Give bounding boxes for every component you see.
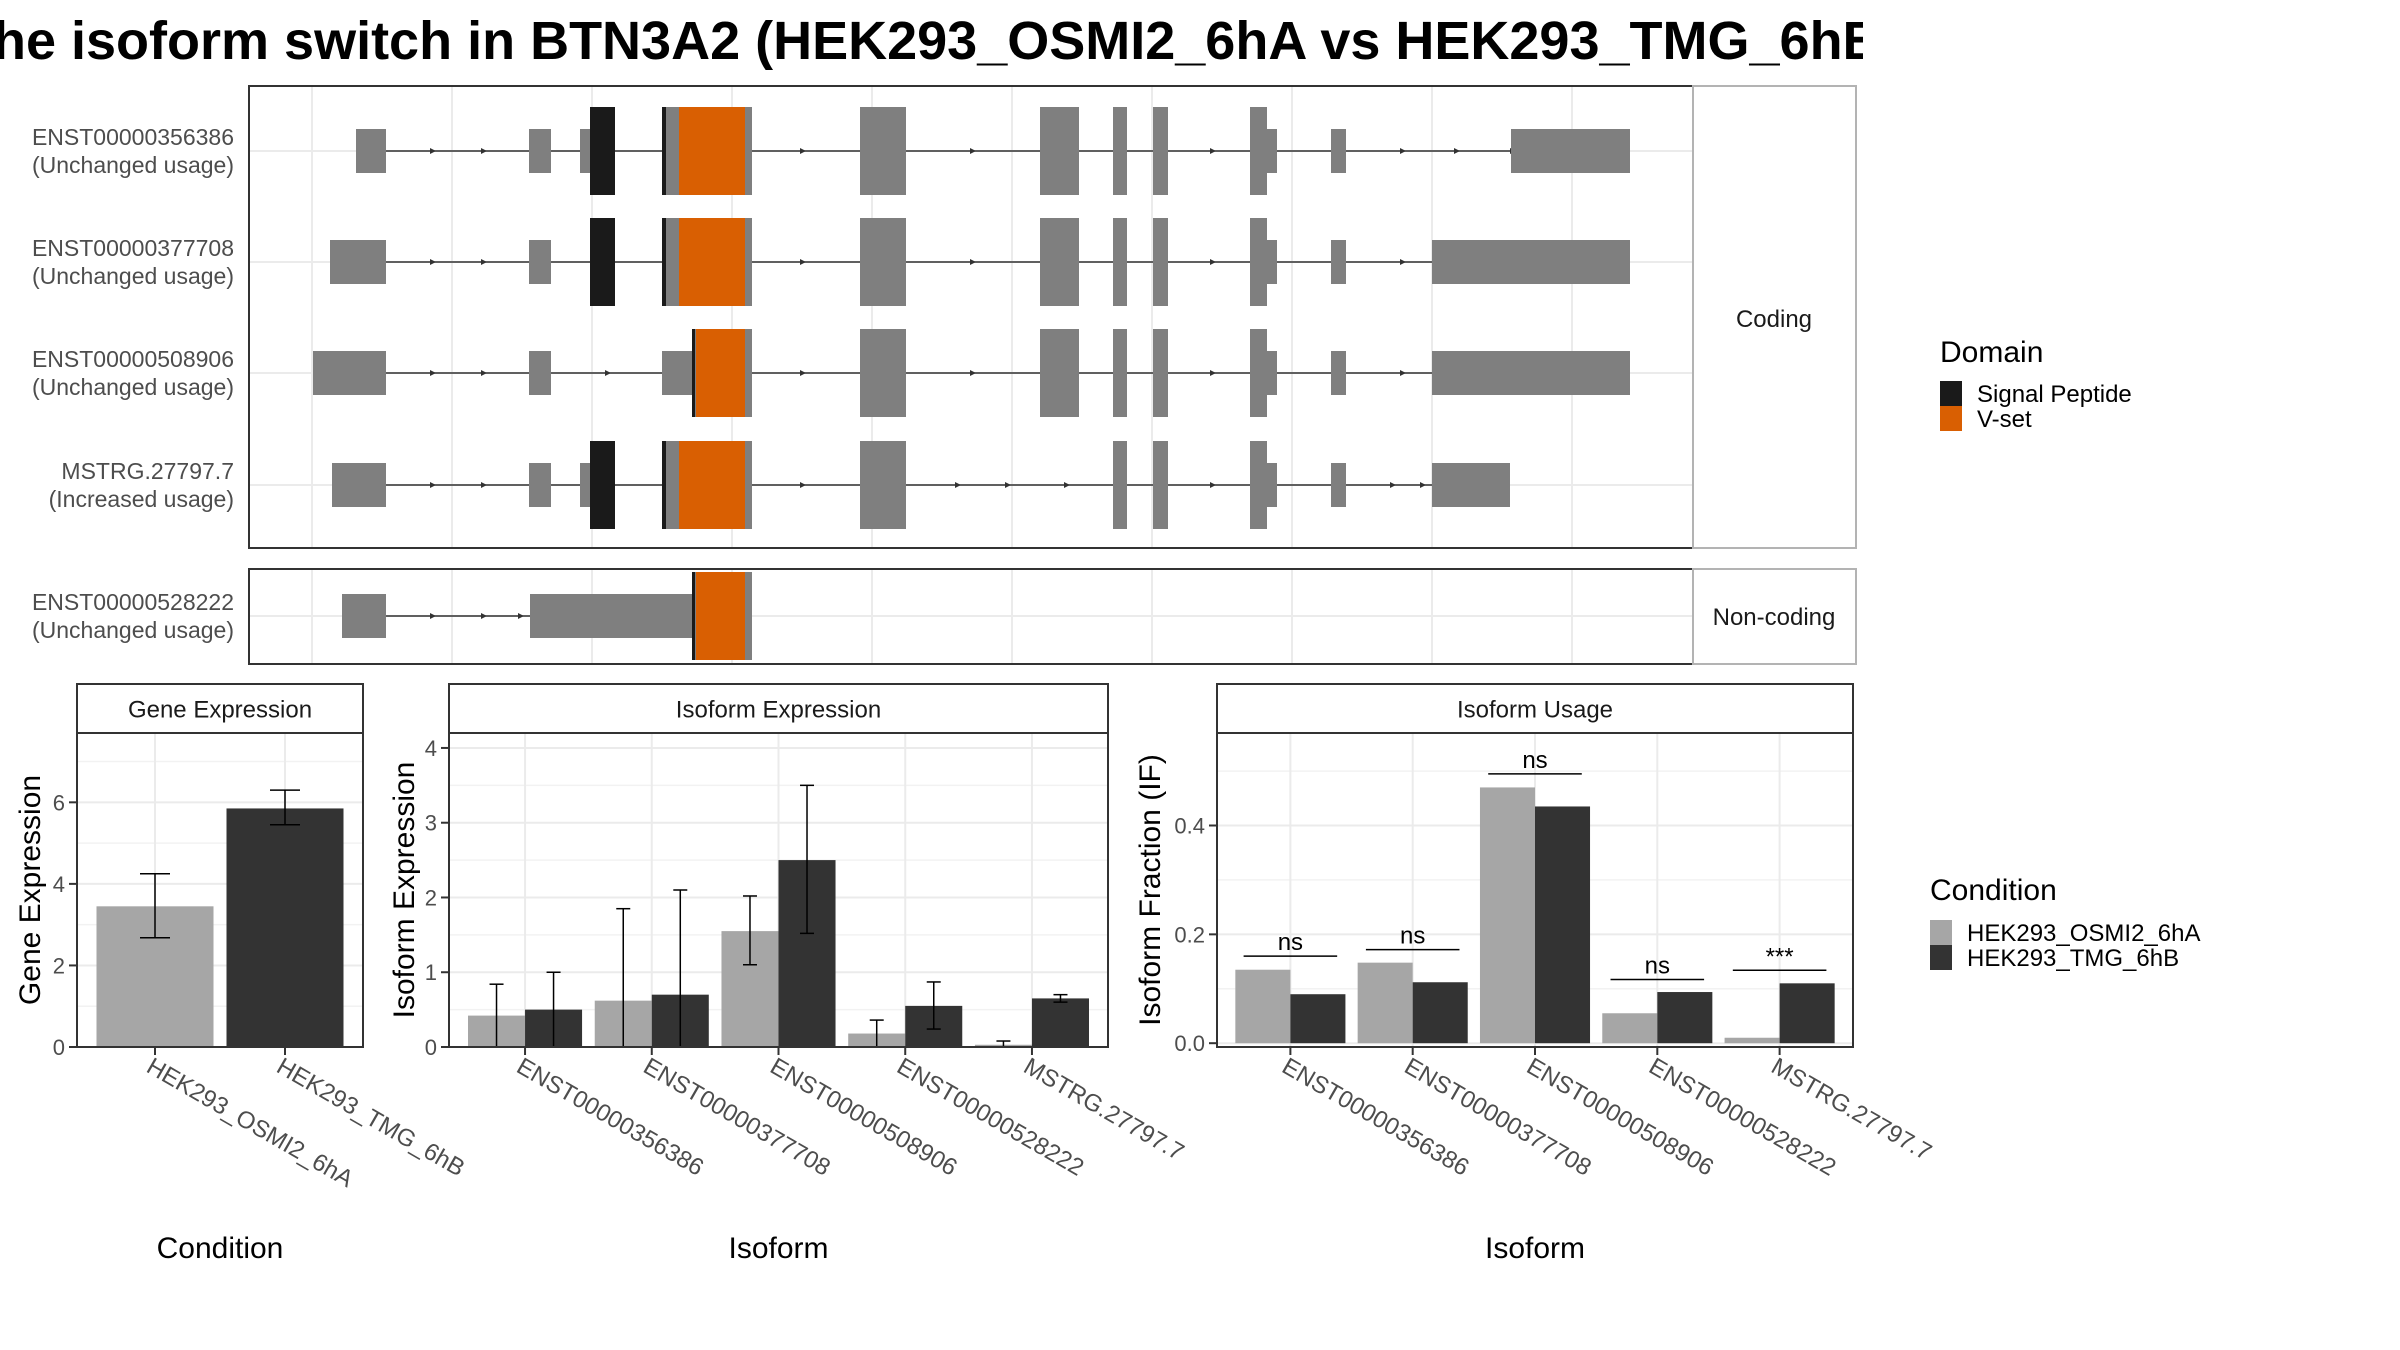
transcript-track-enst00000356386 (356, 107, 1630, 195)
facet-strip-label: Isoform Expression (676, 697, 881, 724)
significance-label: ns (1522, 747, 1547, 774)
transcript-structure: Coding Non-coding ENST00000356386 (Uncha… (32, 85, 1857, 665)
gene-expression-panel: Gene Expression0246HEK293_OSMI2_6hAHEK29… (14, 683, 469, 1265)
vset-domain (696, 572, 745, 660)
facet-strip (76, 683, 364, 734)
transcript-label-id: ENST00000508906 (32, 346, 234, 372)
y-tick-label: 0.2 (1174, 922, 1205, 947)
facet-strip (1216, 683, 1854, 734)
page-title: he isoform switch in BTN3A2 (HEK293_OSMI… (0, 11, 1863, 71)
vset-domain (696, 329, 745, 417)
condition-legend-title: Condition (1930, 874, 2057, 907)
facet-strip-label: Isoform Usage (1457, 697, 1613, 724)
transcript-label-id: ENST00000377708 (32, 235, 234, 261)
transcript-label-id: ENST00000356386 (32, 124, 234, 150)
legend-swatch-cond-b (1930, 945, 1952, 970)
legend-label-cond-b: HEK293_TMG_6hB (1967, 945, 2179, 972)
facet-label-non-coding: Non-coding (1713, 604, 1836, 631)
transcript-labels: ENST00000356386 (Unchanged usage) ENST00… (32, 124, 234, 643)
transcript-label-usage: (Increased usage) (49, 486, 234, 512)
domain-legend-title: Domain (1940, 336, 2043, 369)
bar-enst00000356386-hek293-osmi2-6ha (1235, 969, 1291, 1044)
x-axis-label: Isoform (1485, 1232, 1585, 1265)
domain-edge (662, 441, 666, 529)
transcript-label-usage: (Unchanged usage) (32, 374, 234, 400)
bar-enst00000508906-hek293-tmg-6hb (1535, 806, 1591, 1044)
intron-arrows (430, 259, 1406, 265)
transcript-track-enst00000377708 (330, 218, 1630, 306)
intron-arrows (430, 613, 524, 619)
intron-arrows (430, 482, 1426, 488)
domain-edge (692, 329, 695, 417)
signal-peptide-domain (590, 107, 615, 195)
y-tick-label: 2 (53, 953, 65, 978)
y-tick-label: 3 (425, 811, 437, 836)
y-tick-label: 6 (53, 790, 65, 815)
y-tick-label: 0 (425, 1035, 437, 1060)
vset-domain (679, 107, 745, 195)
y-axis-label: Isoform Expression (388, 762, 421, 1019)
y-tick-label: 0.4 (1174, 814, 1205, 839)
signal-peptide-domain (590, 441, 615, 529)
transcript-track-enst00000528222 (342, 572, 752, 660)
signal-peptide-domain (590, 218, 615, 306)
significance-label: ns (1645, 953, 1670, 980)
transcript-label-id: ENST00000528222 (32, 589, 234, 615)
y-tick-label: 4 (425, 736, 437, 761)
transcript-track-enst00000508906 (313, 329, 1630, 417)
domain-legend: Domain Signal Peptide V-set (1940, 336, 2132, 433)
y-tick-label: 1 (425, 960, 437, 985)
transcript-label-usage: (Unchanged usage) (32, 152, 234, 178)
bar-hek293-tmg-6hb (226, 808, 344, 1047)
transcript-track-mstrg-27797-7 (332, 441, 1510, 529)
significance-label: ns (1278, 929, 1303, 956)
condition-legend: Condition HEK293_OSMI2_6hA HEK293_TMG_6h… (1930, 874, 2200, 972)
domain-edge (692, 572, 695, 660)
bar-enst00000377708-hek293-tmg-6hb (1412, 982, 1468, 1044)
transcript-label-id: MSTRG.27797.7 (61, 458, 234, 484)
significance-label: ns (1400, 923, 1425, 950)
vset-domain (679, 441, 745, 529)
isoform-expression-panel: Isoform Expression01234ENST00000356386EN… (388, 683, 1188, 1265)
bar-enst00000528222-hek293-tmg-6hb (1657, 992, 1713, 1044)
y-tick-label: 0.0 (1174, 1031, 1205, 1056)
significance-label: *** (1766, 943, 1794, 970)
noncoding-strip (1692, 568, 1857, 665)
legend-label-signal-peptide: Signal Peptide (1977, 381, 2132, 408)
y-tick-label: 4 (53, 872, 65, 897)
facet-label-coding: Coding (1736, 306, 1812, 333)
bar-enst00000508906-hek293-osmi2-6ha (1479, 787, 1535, 1044)
vset-domain (679, 218, 745, 306)
bar-enst00000356386-hek293-tmg-6hb (1290, 994, 1346, 1044)
bar-enst00000528222-hek293-osmi2-6ha (1602, 1013, 1658, 1044)
y-axis-label: Gene Expression (14, 775, 47, 1005)
legend-swatch-signal-peptide (1940, 381, 1962, 406)
domain-edge (662, 107, 666, 195)
bar-mstrg-27797-7-hek293-osmi2-6ha (1724, 1037, 1780, 1044)
y-axis-label: Isoform Fraction (IF) (1134, 754, 1167, 1026)
x-axis-label: Isoform (728, 1232, 828, 1265)
coding-strip (1692, 85, 1857, 549)
legend-swatch-cond-a (1930, 920, 1952, 945)
transcript-label-usage: (Unchanged usage) (32, 617, 234, 643)
legend-label-vset: V-set (1977, 406, 2032, 433)
legend-label-cond-a: HEK293_OSMI2_6hA (1967, 920, 2200, 947)
facet-strip-label: Gene Expression (128, 697, 312, 724)
x-tick-label-hek293-osmi2-6ha: HEK293_OSMI2_6hA (142, 1053, 358, 1193)
facet-strip (448, 683, 1109, 734)
domain-edge (662, 218, 666, 306)
legend-swatch-vset (1940, 406, 1962, 431)
bar-mstrg-27797-7-hek293-tmg-6hb (1031, 998, 1089, 1047)
transcript-label-usage: (Unchanged usage) (32, 263, 234, 289)
y-tick-label: 0 (53, 1035, 65, 1060)
y-tick-label: 2 (425, 885, 437, 910)
bar-mstrg-27797-7-hek293-tmg-6hb (1779, 983, 1835, 1044)
x-axis-label: Condition (157, 1232, 284, 1265)
bar-enst00000377708-hek293-osmi2-6ha (1357, 962, 1413, 1044)
